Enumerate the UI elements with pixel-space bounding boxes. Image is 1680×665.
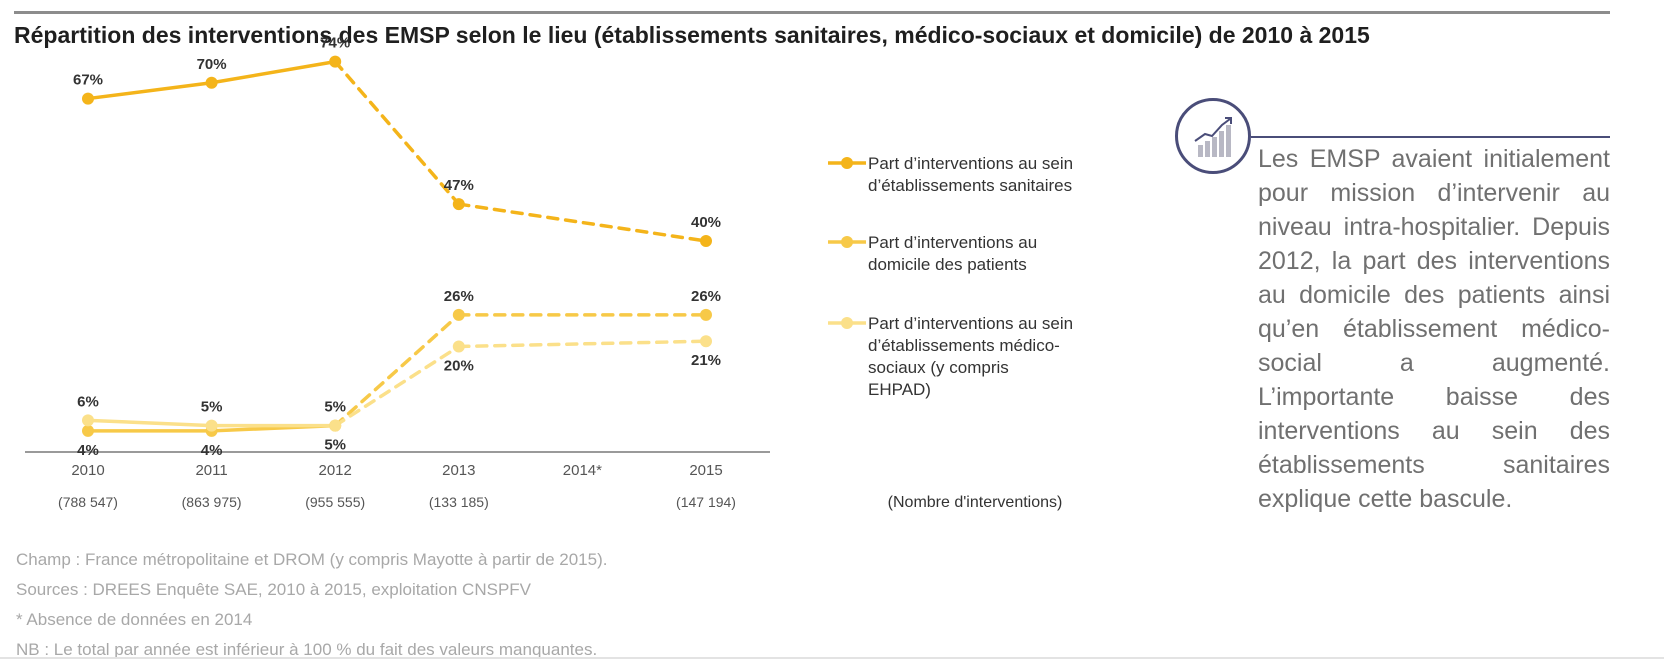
legend-label: EHPAD) (868, 380, 931, 399)
x-tick-label: 2014* (563, 462, 602, 479)
data-label: 5% (324, 399, 346, 416)
note-missing-2014: * Absence de données en 2014 (16, 610, 253, 629)
data-label: 67% (73, 72, 103, 89)
data-label: 70% (197, 56, 227, 73)
top-rule (14, 11, 1610, 14)
data-label: 5% (201, 399, 223, 416)
data-label: 26% (444, 288, 474, 305)
count-caption: (Nombre d'interventions) (888, 494, 1063, 511)
series-line-segment (86, 81, 214, 101)
series-line-segment (333, 313, 461, 428)
data-point (700, 308, 712, 321)
note-totals: NB : Le total par année est inférieur à … (16, 640, 598, 659)
data-label: 74% (320, 35, 350, 52)
x-tick-label: 2011 (195, 462, 227, 479)
data-point (452, 198, 465, 211)
legend-label: Part d’interventions au sein (868, 154, 1073, 173)
page-edge (1664, 0, 1680, 662)
data-point (700, 335, 712, 348)
data-point (329, 55, 342, 68)
growth-chart-icon (1175, 98, 1251, 174)
note-sources: Sources : DREES Enquête SAE, 2010 à 2015… (16, 580, 532, 599)
data-point (205, 76, 218, 89)
series-line-segment (209, 59, 337, 85)
x-count-label: (147 194) (676, 494, 736, 510)
x-count-label: (863 975) (182, 494, 242, 510)
x-tick-label: 2013 (442, 462, 475, 479)
data-point (82, 92, 94, 105)
data-point (700, 235, 712, 247)
data-point (82, 424, 94, 437)
x-count-label: (133 185) (429, 494, 489, 510)
x-tick-label: 2015 (689, 462, 722, 479)
data-point (205, 419, 218, 432)
data-label: 6% (77, 393, 99, 410)
data-label: 21% (691, 352, 721, 369)
data-label: 20% (444, 358, 474, 375)
data-point (329, 419, 342, 432)
x-count-label: (788 547) (58, 494, 118, 510)
legend-swatch-marker (841, 157, 853, 169)
series-line-segment (86, 418, 214, 428)
legend-label: d’établissements sanitaires (868, 176, 1072, 195)
callout-rule (1251, 136, 1610, 138)
data-label: 4% (201, 442, 223, 459)
legend-label: Part d’interventions au (868, 233, 1037, 252)
data-label: 47% (444, 177, 474, 194)
chart-title: Répartition des interventions des EMSP s… (14, 22, 1370, 48)
bottom-rule (0, 657, 1680, 659)
x-tick-label: 2010 (71, 462, 104, 479)
series-line-segment (457, 339, 708, 349)
legend-label: domicile des patients (868, 255, 1027, 274)
x-count-label: (955 555) (305, 494, 365, 510)
data-point (82, 414, 94, 427)
series-line-segment (333, 344, 461, 428)
data-label: 40% (691, 214, 721, 231)
data-label: 5% (324, 437, 346, 454)
data-label: 26% (691, 288, 721, 305)
data-point (452, 308, 465, 321)
legend-swatch-marker (841, 317, 853, 329)
x-tick-label: 2012 (319, 462, 352, 479)
data-label: 4% (77, 442, 99, 459)
data-point (452, 340, 465, 353)
callout-text: Les EMSP avaient initialement pour missi… (1258, 145, 1610, 513)
legend-label: sociaux (y compris (868, 358, 1009, 377)
legend-label: Part d’interventions au sein (868, 314, 1073, 333)
legend-swatch-marker (841, 236, 853, 248)
note-scope: Champ : France métropolitaine et DROM (y… (16, 550, 608, 569)
series-line-segment (457, 202, 708, 243)
legend-label: d’établissements médico- (868, 336, 1060, 355)
chart-notes: Champ : France métropolitaine et DROM (y… (16, 545, 816, 665)
series-line-segment (333, 59, 461, 206)
